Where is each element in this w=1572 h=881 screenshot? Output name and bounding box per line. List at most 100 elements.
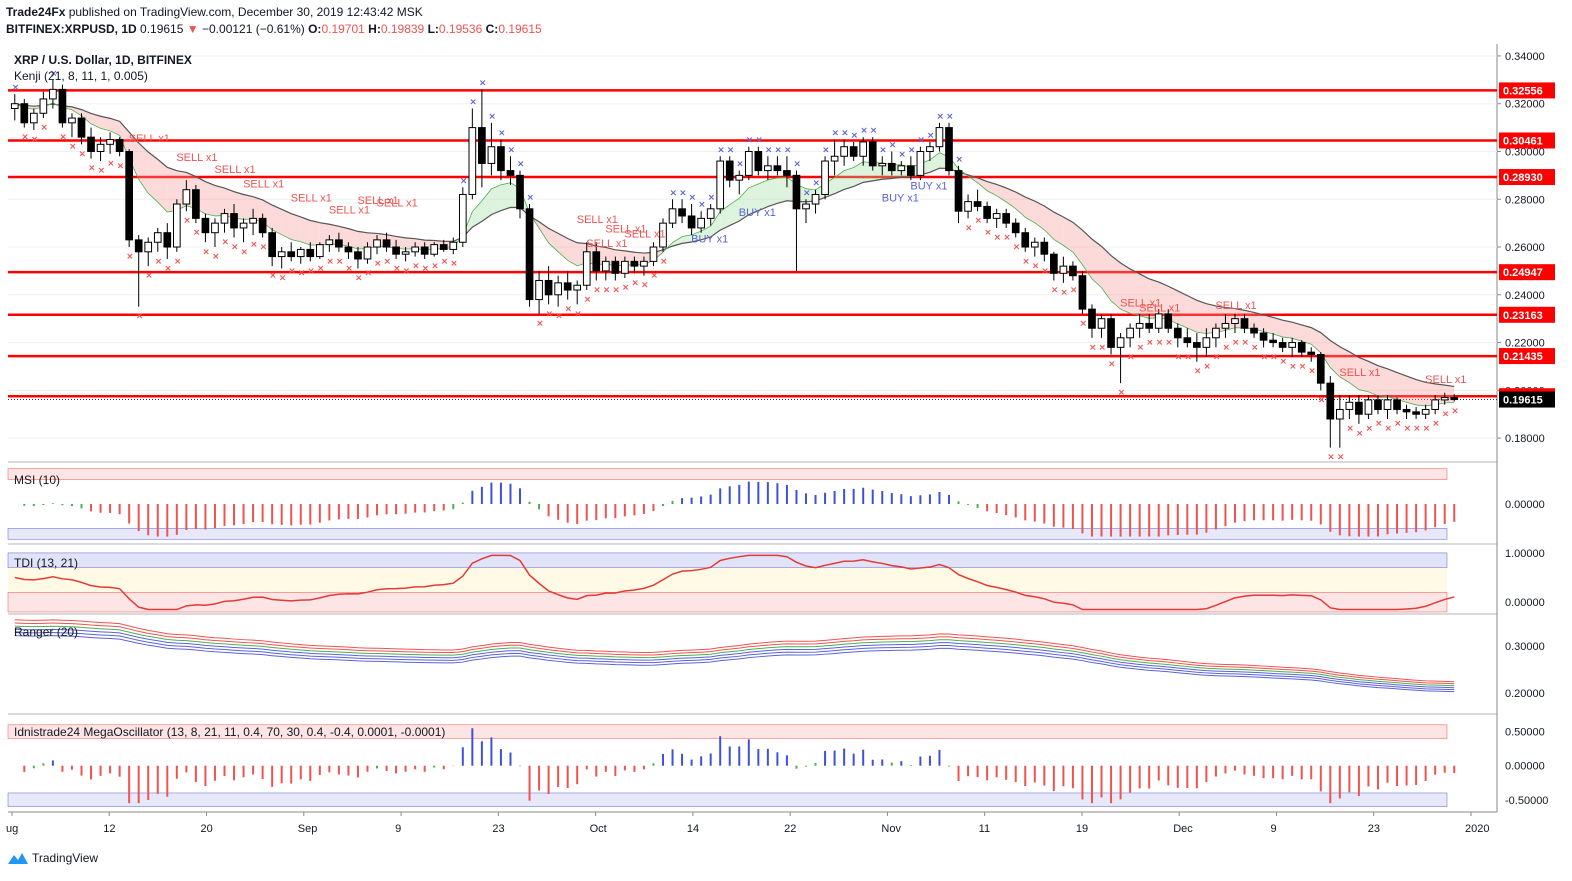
cloud-segment — [491, 184, 501, 215]
candle-body — [306, 248, 315, 258]
level-tag-label: 0.32556 — [1503, 85, 1543, 97]
candle-body — [973, 201, 982, 207]
signal-x-icon: × — [431, 262, 439, 272]
candle-body — [497, 146, 505, 172]
cloud-segment — [1311, 327, 1321, 353]
panel-backgrounds — [8, 44, 1498, 813]
candle-body — [640, 260, 648, 267]
price-tick-label: 0.22000 — [1505, 338, 1545, 350]
signal-x-icon: × — [384, 257, 392, 267]
signal-x-icon: × — [1032, 262, 1040, 272]
cloud-segment — [1139, 273, 1150, 319]
signal-x-icon: × — [1318, 395, 1326, 405]
panel-tick-label: 0.20000 — [1505, 688, 1545, 700]
mega-upper-band — [7, 724, 1448, 739]
signal-x-icon: × — [641, 281, 649, 291]
signal-x-icon: × — [956, 155, 964, 165]
candle-body — [1240, 318, 1249, 329]
signal-x-icon: × — [355, 274, 363, 284]
tdi-upper-band — [7, 552, 1448, 568]
candle-body — [125, 150, 133, 241]
candle-body — [1250, 327, 1258, 334]
signal-x-icon: × — [1423, 424, 1431, 434]
cloud-segment — [1149, 278, 1159, 319]
signal-x-icon: × — [927, 131, 935, 141]
signal-x-icon: × — [546, 309, 554, 319]
signal-x-icon: × — [689, 193, 697, 203]
signal-x-icon: × — [946, 112, 954, 122]
cloud-segment — [987, 181, 997, 196]
signal-x-icon: × — [288, 266, 296, 276]
signal-x-icon: × — [164, 264, 172, 274]
signal-x-icon: × — [527, 193, 535, 203]
candle-body — [830, 155, 839, 162]
signal-x-icon: × — [936, 112, 944, 122]
candle-body — [392, 246, 400, 255]
cloud-segment — [138, 143, 149, 194]
candle-body — [1116, 337, 1125, 348]
candle-body — [811, 193, 820, 205]
candle-body — [382, 239, 391, 248]
signal-x-icon: × — [107, 159, 115, 169]
candle-body — [134, 239, 143, 253]
time-axis[interactable]: ug 12 20 Sep 9 23 Oct 14 22 Nov 11 19 Dec 9 23 2020 — [6, 812, 1489, 835]
cloud-segment — [1025, 197, 1035, 223]
signal-x-icon: × — [1375, 419, 1383, 429]
panel-tick-label: 0.30000 — [1505, 641, 1545, 653]
candle-body — [582, 251, 591, 286]
signal-x-icon: × — [803, 188, 811, 198]
price-axis[interactable]: 0.34000 0.32000 0.30000 0.28000 0.26000 0.240… — [1497, 51, 1555, 807]
candle-body — [840, 146, 848, 157]
candle-body — [1021, 232, 1030, 248]
candle-body — [39, 98, 48, 114]
candle-body — [268, 232, 276, 258]
publisher-name: Trade24Fx — [6, 5, 66, 19]
signal-x-icon: × — [517, 160, 525, 170]
candle-body — [96, 143, 105, 152]
candle-body — [735, 174, 744, 181]
cloud-segment — [157, 159, 168, 213]
cloud-segment — [1053, 212, 1064, 246]
panel-tick-label: 0.50000 — [1505, 727, 1545, 739]
cloud-segment — [119, 121, 130, 159]
signal-x-icon: × — [1022, 257, 1030, 267]
signal-x-icon: × — [469, 97, 477, 107]
signal-label: SELL x1 — [1120, 298, 1161, 310]
level-tag — [1499, 132, 1555, 149]
signal-x-icon: × — [260, 242, 268, 252]
time-tick-label: Sep — [298, 823, 318, 835]
candle-body — [678, 208, 686, 217]
signal-x-icon: × — [679, 188, 687, 198]
signal-label: SELL x1 — [329, 205, 370, 217]
time-tick-label: 11 — [979, 823, 990, 835]
signal-x-icon: × — [1156, 338, 1164, 348]
cloud-segment — [1034, 201, 1045, 230]
price-change: −0.00121 (−0.61%) — [202, 22, 305, 36]
time-tick-label: 12 — [103, 823, 115, 835]
signal-x-icon: × — [984, 228, 992, 238]
tdi-lower-band — [7, 592, 1448, 613]
signal-x-icon: × — [746, 136, 754, 146]
signal-x-icon: × — [889, 140, 897, 150]
high-value: 0.19839 — [380, 22, 425, 36]
signal-x-icon: × — [631, 278, 639, 288]
signal-x-icon: × — [393, 264, 401, 274]
signal-x-icon: × — [994, 233, 1002, 243]
cloud-segment — [1273, 317, 1283, 337]
signal-x-icon: × — [374, 259, 382, 269]
candle-body — [992, 213, 1001, 219]
chart-header: Trade24Fx published on TradingView.com, … — [6, 4, 542, 38]
candle-body — [1259, 332, 1268, 341]
signal-x-icon: × — [1099, 343, 1107, 353]
cloud-segment — [767, 177, 778, 207]
candle-body — [1221, 322, 1230, 329]
signal-x-icon: × — [1194, 367, 1202, 377]
tradingview-logo-icon — [8, 853, 28, 864]
panel-tick-label: 0.00000 — [1505, 597, 1545, 609]
candle-body — [1364, 399, 1373, 415]
level-tag — [1499, 348, 1555, 365]
candle-body — [49, 88, 57, 100]
candle-body — [77, 117, 86, 138]
level-tag — [1499, 82, 1555, 99]
